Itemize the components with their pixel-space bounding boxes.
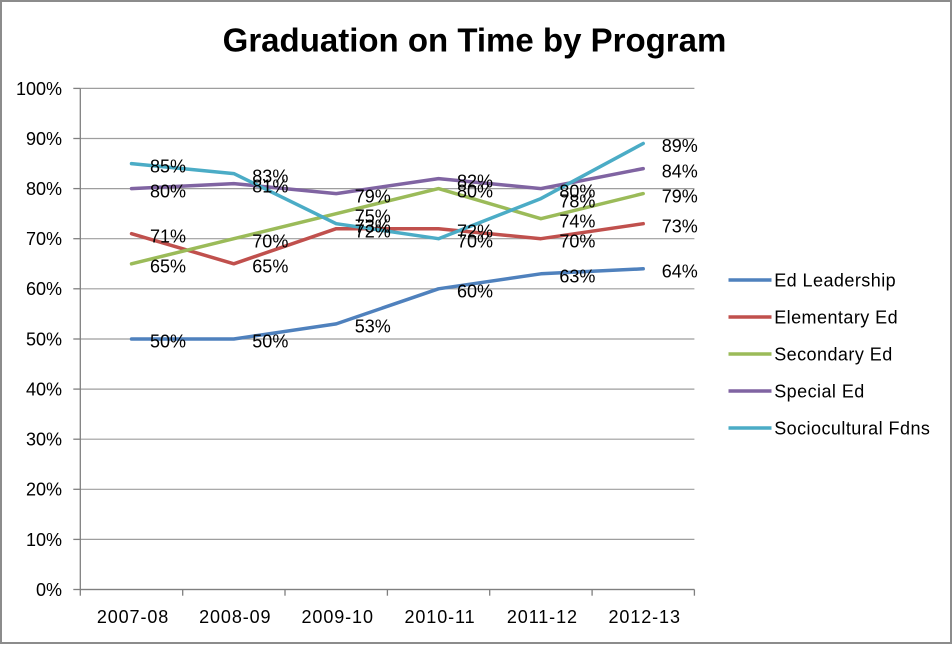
svg-text:89%: 89% [662, 136, 698, 156]
svg-text:70%: 70% [457, 231, 493, 251]
svg-text:73%: 73% [355, 216, 391, 236]
svg-text:2007-08: 2007-08 [97, 607, 169, 627]
svg-text:20%: 20% [26, 480, 62, 500]
svg-text:2012-13: 2012-13 [609, 607, 681, 627]
svg-text:72%: 72% [457, 221, 493, 241]
svg-text:90%: 90% [26, 129, 62, 149]
svg-text:79%: 79% [355, 186, 391, 206]
svg-text:2010-11: 2010-11 [404, 607, 475, 627]
svg-text:Ed Leadership: Ed Leadership [774, 270, 896, 290]
svg-text:80%: 80% [559, 181, 595, 201]
svg-text:81%: 81% [252, 176, 288, 196]
svg-text:50%: 50% [26, 329, 62, 349]
svg-text:72%: 72% [355, 221, 391, 241]
svg-text:75%: 75% [355, 206, 391, 226]
svg-text:82%: 82% [457, 171, 493, 191]
svg-text:78%: 78% [559, 191, 595, 211]
svg-text:100%: 100% [16, 79, 62, 99]
svg-text:79%: 79% [662, 186, 698, 206]
svg-text:65%: 65% [252, 257, 288, 277]
svg-text:80%: 80% [457, 181, 493, 201]
svg-text:70%: 70% [559, 231, 595, 251]
svg-text:40%: 40% [26, 380, 62, 400]
svg-text:0%: 0% [36, 580, 62, 600]
svg-text:70%: 70% [26, 229, 62, 249]
svg-text:10%: 10% [26, 530, 62, 550]
svg-text:2011-12: 2011-12 [507, 607, 578, 627]
svg-text:80%: 80% [26, 179, 62, 199]
svg-text:2009-10: 2009-10 [302, 607, 374, 627]
svg-text:Elementary Ed: Elementary Ed [774, 307, 898, 327]
svg-text:Sociocultural Fdns: Sociocultural Fdns [774, 418, 930, 438]
svg-text:70%: 70% [252, 231, 288, 251]
svg-text:80%: 80% [150, 181, 186, 201]
svg-text:64%: 64% [662, 262, 698, 282]
svg-text:53%: 53% [355, 317, 391, 337]
svg-text:71%: 71% [150, 226, 186, 246]
svg-text:Secondary Ed: Secondary Ed [774, 344, 892, 364]
svg-text:83%: 83% [252, 166, 288, 186]
svg-text:63%: 63% [559, 267, 595, 287]
svg-text:50%: 50% [150, 332, 186, 352]
svg-text:85%: 85% [150, 156, 186, 176]
svg-text:60%: 60% [457, 282, 493, 302]
svg-text:Graduation on Time by Program: Graduation on Time by Program [223, 22, 727, 59]
svg-text:65%: 65% [150, 257, 186, 277]
svg-text:30%: 30% [26, 430, 62, 450]
svg-text:60%: 60% [26, 279, 62, 299]
svg-text:84%: 84% [662, 161, 698, 181]
svg-text:74%: 74% [559, 211, 595, 231]
svg-text:2008-09: 2008-09 [199, 607, 271, 627]
svg-text:Special Ed: Special Ed [774, 381, 865, 401]
svg-text:73%: 73% [662, 216, 698, 236]
svg-text:50%: 50% [252, 332, 288, 352]
